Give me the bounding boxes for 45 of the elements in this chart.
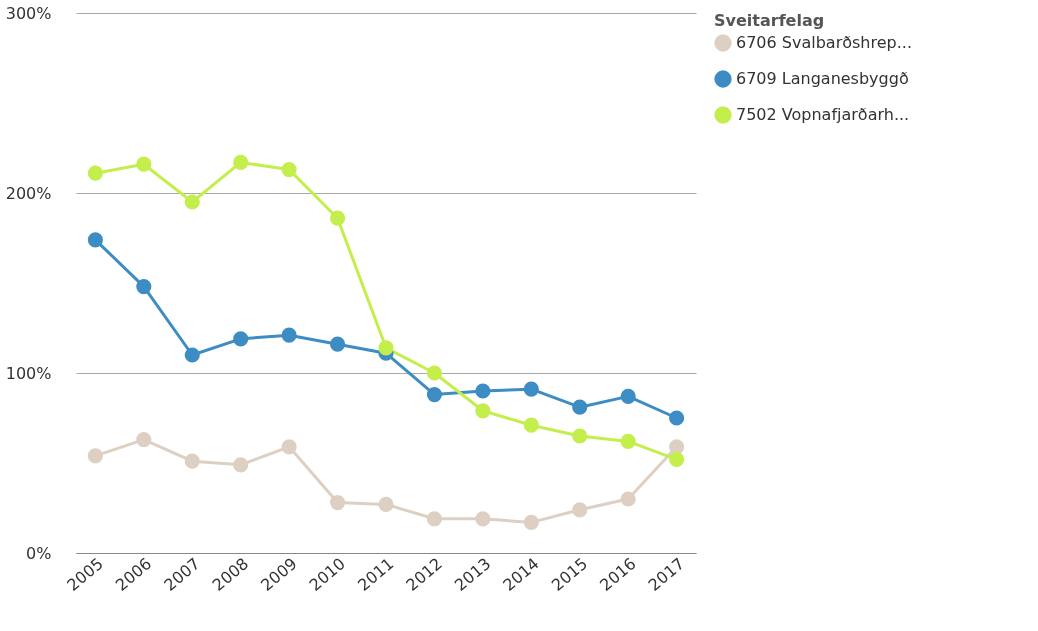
point xyxy=(378,340,394,356)
point xyxy=(87,165,103,181)
y-tick-label: 0% xyxy=(26,543,52,563)
y-tick-label: 200% xyxy=(5,183,52,203)
point xyxy=(87,448,103,464)
point xyxy=(426,387,443,403)
point xyxy=(475,403,491,419)
point xyxy=(572,428,588,444)
point xyxy=(475,383,491,399)
point xyxy=(281,439,297,455)
point xyxy=(329,336,346,352)
point xyxy=(620,491,636,507)
point xyxy=(87,232,103,248)
point xyxy=(281,162,297,178)
point xyxy=(136,432,152,448)
y-tick-label: 100% xyxy=(5,363,52,383)
point xyxy=(281,327,297,343)
point xyxy=(233,154,249,170)
point xyxy=(475,511,491,527)
point xyxy=(669,451,685,467)
y-tick-label: 300% xyxy=(5,3,52,23)
point xyxy=(136,156,152,172)
point xyxy=(523,381,539,397)
point xyxy=(572,399,588,415)
point xyxy=(233,457,249,473)
legend-label: 7502 Vopnafjarðarh... xyxy=(736,105,910,124)
point xyxy=(329,495,346,511)
legend-label: 6709 Langanesbyggð xyxy=(736,69,909,88)
point xyxy=(184,194,200,210)
point xyxy=(426,365,443,381)
point xyxy=(136,279,152,295)
point xyxy=(620,433,636,449)
point xyxy=(426,511,443,527)
point xyxy=(378,496,394,512)
point xyxy=(184,347,200,363)
point xyxy=(572,502,588,518)
point xyxy=(233,331,249,347)
point xyxy=(184,453,200,469)
legend-title: Sveitarfelag xyxy=(714,11,825,30)
point xyxy=(329,210,346,226)
point xyxy=(620,388,636,404)
point xyxy=(669,410,685,426)
point xyxy=(523,417,539,433)
legend-label: 6706 Svalbarðshrep... xyxy=(736,33,912,52)
point xyxy=(523,514,539,530)
